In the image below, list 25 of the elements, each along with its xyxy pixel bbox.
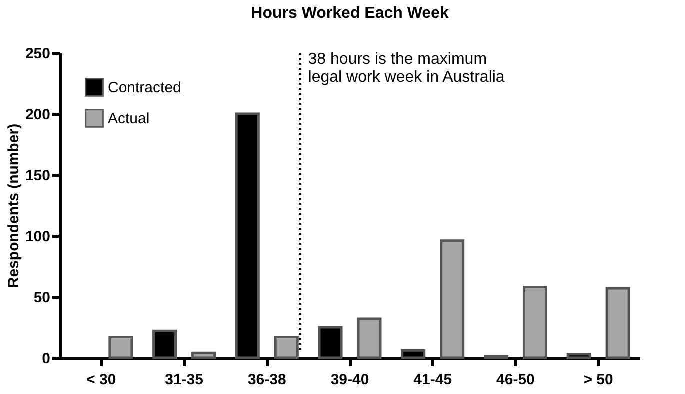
x-tick-label: 36-38 [248, 372, 286, 388]
x-tick-label: 46-50 [496, 372, 535, 388]
y-axis-title: Respondents (number) [5, 124, 22, 288]
y-tick-label: 250 [25, 46, 50, 62]
bar [357, 318, 382, 360]
bar [108, 336, 134, 360]
bar [440, 240, 465, 360]
legend-label: Contracted [108, 80, 182, 96]
legend-label: Actual [108, 110, 150, 128]
bar [192, 352, 216, 360]
bar [274, 336, 299, 360]
ref-line-label: 38 hours is the maximum legal work week in Australia [308, 51, 505, 86]
chart-title: Hours Worked Each Week [251, 5, 449, 22]
bar [606, 287, 630, 360]
y-tick-label: 0 [42, 350, 50, 368]
y-tick-label: 100 [25, 228, 50, 246]
y-tick-label: 200 [25, 106, 50, 124]
bar [522, 286, 548, 360]
x-tick-label: 39-40 [330, 372, 370, 388]
y-tick-label: 150 [25, 168, 50, 184]
x-tick-label: 41-45 [414, 372, 452, 388]
x-tick-label: 31-35 [165, 372, 204, 388]
x-tick-label: < 30 [86, 372, 116, 388]
x-tick-label: > 50 [584, 372, 614, 388]
y-tick-label: 50 [34, 290, 50, 306]
